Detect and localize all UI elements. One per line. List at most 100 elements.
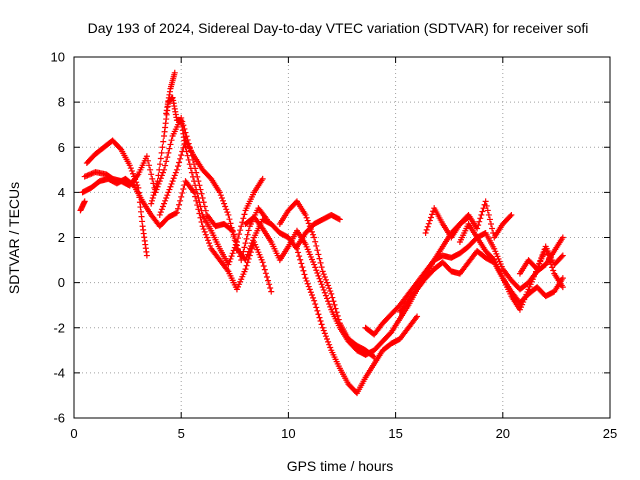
data-point	[322, 276, 329, 283]
data-point	[317, 259, 324, 266]
data-point	[179, 148, 186, 155]
data-point	[313, 304, 320, 311]
data-point	[327, 288, 334, 295]
data-point	[165, 149, 172, 156]
data-point	[336, 216, 343, 223]
data-point	[327, 303, 334, 310]
data-point	[316, 275, 323, 282]
data-point	[313, 242, 320, 249]
data-point	[424, 223, 431, 230]
series-arc-8	[242, 214, 472, 358]
data-point	[245, 248, 252, 255]
data-point	[158, 206, 165, 213]
data-point	[321, 289, 328, 296]
data-point	[331, 301, 338, 308]
data-point	[334, 312, 341, 319]
data-point	[475, 222, 482, 229]
data-point	[143, 252, 150, 259]
data-point	[178, 193, 185, 200]
data-point	[156, 166, 163, 173]
data-point	[148, 197, 155, 204]
data-point	[202, 231, 209, 238]
data-point	[558, 253, 565, 260]
data-point	[81, 198, 88, 205]
y-tick-label: 6	[58, 140, 65, 155]
series-arc-9	[276, 198, 378, 361]
data-point	[146, 162, 153, 169]
data-point	[241, 244, 248, 251]
data-point	[167, 183, 174, 190]
x-axis-label: GPS time / hours	[287, 458, 394, 474]
data-point	[305, 283, 312, 290]
data-point	[311, 297, 318, 304]
data-point	[259, 175, 266, 182]
data-point	[422, 229, 429, 236]
data-point	[225, 211, 232, 218]
data-point	[426, 217, 433, 224]
data-point	[173, 166, 180, 173]
y-tick-label: 10	[51, 50, 65, 65]
y-tick-label: -4	[53, 365, 65, 380]
data-point	[559, 252, 566, 259]
data-point	[326, 285, 333, 292]
data-point	[230, 233, 237, 240]
data-point	[238, 223, 245, 230]
data-point	[191, 178, 198, 185]
series-arc-11	[362, 229, 566, 338]
data-point	[427, 214, 434, 221]
data-point	[201, 228, 208, 235]
y-tick-label: -2	[53, 320, 65, 335]
data-point	[262, 270, 269, 277]
data-point	[235, 235, 242, 242]
data-point	[206, 240, 213, 247]
data-point	[299, 264, 306, 271]
data-points	[77, 69, 566, 397]
data-point	[178, 152, 185, 159]
data-point	[131, 173, 138, 180]
data-point	[144, 157, 151, 164]
data-point	[312, 238, 319, 245]
data-point	[232, 241, 239, 248]
data-point	[157, 161, 164, 168]
data-point	[312, 264, 319, 271]
data-point	[194, 190, 201, 197]
data-point	[301, 271, 308, 278]
data-point	[478, 211, 485, 218]
y-axis-label: SDTVAR / TECUs	[6, 182, 22, 294]
data-point	[261, 266, 268, 273]
data-point	[311, 234, 318, 241]
data-point	[312, 301, 319, 308]
series-arc-6	[77, 198, 88, 214]
data-point	[319, 284, 326, 291]
data-point	[332, 305, 339, 312]
data-point	[193, 186, 200, 193]
data-point	[228, 224, 235, 231]
data-point	[315, 251, 322, 258]
data-point	[322, 292, 329, 299]
data-point	[326, 341, 333, 348]
series-arc-14	[456, 220, 566, 313]
data-point	[177, 155, 184, 162]
series-arc-5	[163, 69, 178, 117]
data-point	[308, 228, 315, 235]
data-point	[480, 205, 487, 212]
data-point	[157, 155, 164, 162]
data-point	[486, 216, 493, 223]
data-point	[429, 211, 436, 218]
data-point	[159, 203, 166, 210]
data-point	[316, 314, 323, 321]
y-tick-label: 0	[58, 275, 65, 290]
series-arc-3	[83, 137, 150, 259]
data-point	[534, 266, 541, 273]
data-point	[323, 279, 330, 286]
data-point	[154, 178, 161, 185]
data-point	[226, 216, 233, 223]
data-point	[227, 220, 234, 227]
data-point	[226, 258, 233, 265]
data-point	[323, 336, 330, 343]
data-point	[117, 145, 124, 152]
data-point	[152, 186, 159, 193]
data-point	[221, 200, 228, 207]
data-point	[539, 251, 546, 258]
data-point	[239, 219, 246, 226]
